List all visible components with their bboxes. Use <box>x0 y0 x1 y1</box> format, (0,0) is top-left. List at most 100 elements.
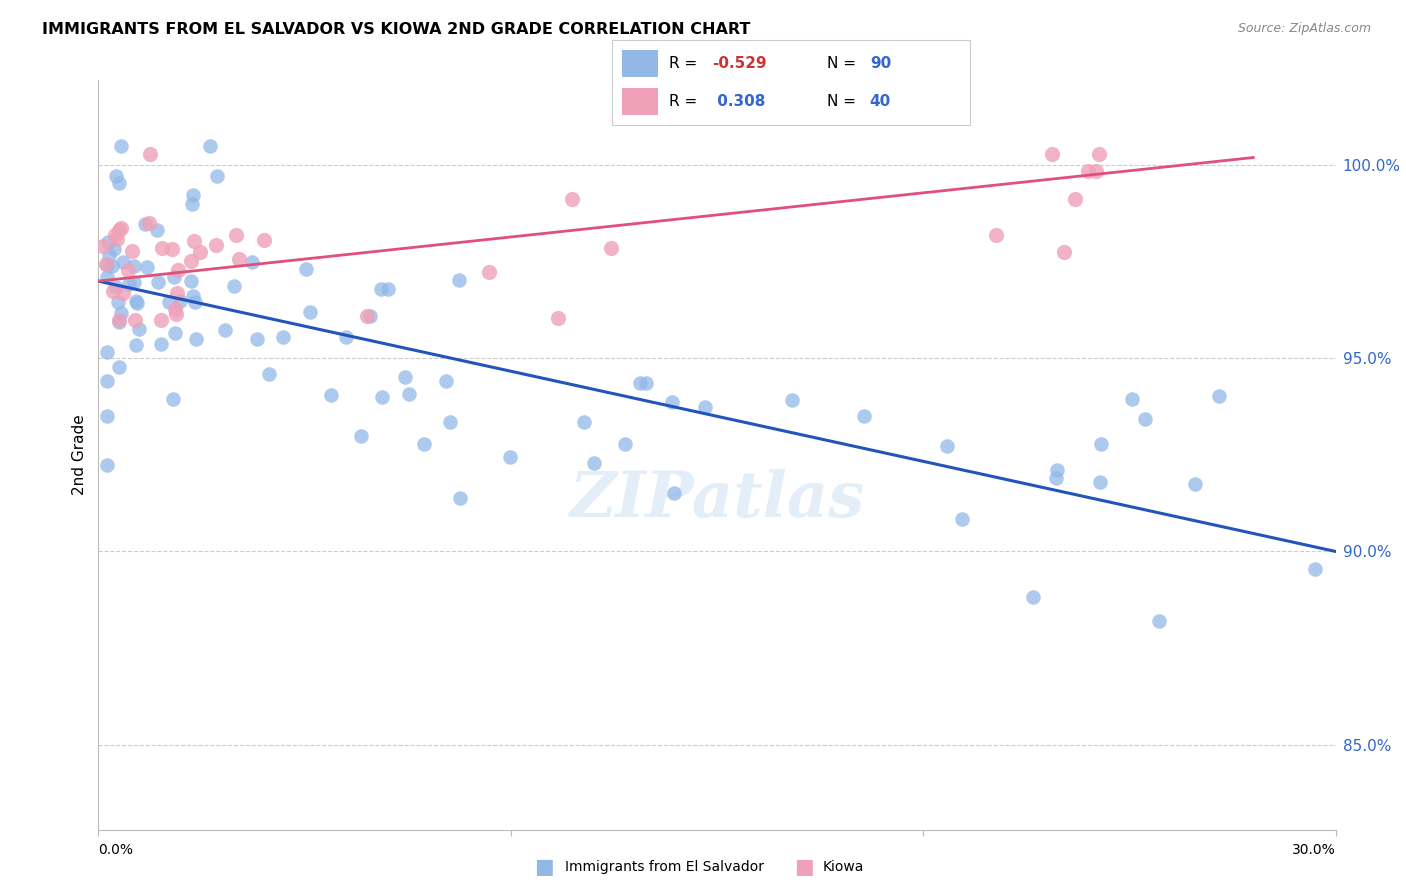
Point <box>97 235 120 250</box>
Point <box>359 310 381 324</box>
Text: 0.0%: 0.0% <box>98 843 134 857</box>
Point <box>439 415 461 429</box>
Point <box>478 265 501 279</box>
Point <box>162 392 184 406</box>
Point <box>447 273 470 287</box>
Point <box>108 315 131 329</box>
Point <box>200 139 222 153</box>
Point <box>101 259 124 273</box>
Point <box>111 286 134 301</box>
Text: 90: 90 <box>870 56 891 71</box>
Point <box>96 258 118 272</box>
Text: ■: ■ <box>534 857 554 877</box>
Point <box>91 238 114 252</box>
Point <box>205 237 228 252</box>
Point <box>145 223 167 237</box>
Point <box>107 294 129 309</box>
Point <box>104 169 127 183</box>
Text: 40: 40 <box>870 94 891 109</box>
Point <box>1064 192 1087 206</box>
Point <box>398 386 420 401</box>
Text: ■: ■ <box>794 857 814 877</box>
Bar <box>623 87 658 115</box>
Point <box>661 394 683 409</box>
Point <box>257 367 280 381</box>
Point <box>394 370 416 384</box>
Point <box>104 280 127 294</box>
Point <box>350 429 373 443</box>
Point <box>1303 562 1326 576</box>
Point <box>125 293 148 308</box>
Point <box>105 232 128 246</box>
Point <box>110 221 132 235</box>
Text: 0.308: 0.308 <box>711 94 765 109</box>
Point <box>128 322 150 336</box>
Point <box>1022 590 1045 604</box>
Point <box>169 294 191 309</box>
Point <box>614 436 637 450</box>
Text: ZIPatlas: ZIPatlas <box>569 469 865 531</box>
Point <box>1085 164 1108 178</box>
Text: N =: N = <box>827 56 860 71</box>
Point <box>181 197 204 211</box>
Point <box>599 241 621 255</box>
Point <box>695 400 717 414</box>
Point <box>108 223 131 237</box>
Point <box>148 275 170 289</box>
Point <box>96 344 118 359</box>
Point <box>103 242 125 256</box>
Point <box>1208 389 1230 403</box>
Text: IMMIGRANTS FROM EL SALVADOR VS KIOWA 2ND GRADE CORRELATION CHART: IMMIGRANTS FROM EL SALVADOR VS KIOWA 2ND… <box>42 22 751 37</box>
Point <box>110 306 132 320</box>
Point <box>1046 463 1069 477</box>
Point <box>1090 436 1112 450</box>
Point <box>165 307 187 321</box>
Point <box>561 192 583 206</box>
Point <box>299 304 322 318</box>
Text: 30.0%: 30.0% <box>1292 843 1336 857</box>
Point <box>110 139 132 153</box>
Point <box>664 486 686 500</box>
Point <box>377 282 399 296</box>
Text: R =: R = <box>669 94 702 109</box>
Point <box>984 227 1007 242</box>
Point <box>1045 470 1067 484</box>
Point <box>101 284 124 298</box>
Point <box>96 458 118 472</box>
Point <box>434 374 457 388</box>
Point <box>117 263 139 277</box>
Point <box>356 310 378 324</box>
Point <box>449 491 471 506</box>
Point <box>583 456 606 470</box>
Point <box>1121 392 1143 406</box>
Point <box>121 244 143 259</box>
Point <box>207 169 229 183</box>
Point <box>294 262 316 277</box>
Point <box>125 296 148 310</box>
Point <box>162 243 184 257</box>
Point <box>103 228 125 243</box>
Point <box>1077 164 1099 178</box>
Point <box>184 332 207 346</box>
Text: Source: ZipAtlas.com: Source: ZipAtlas.com <box>1237 22 1371 36</box>
Point <box>225 227 247 242</box>
Point <box>165 301 187 316</box>
Point <box>370 281 392 295</box>
Point <box>134 217 156 231</box>
Text: Kiowa: Kiowa <box>823 860 863 874</box>
Point <box>149 312 172 326</box>
Point <box>1135 412 1157 426</box>
Point <box>150 336 173 351</box>
Point <box>574 415 596 429</box>
Point <box>118 277 141 291</box>
Point <box>108 176 131 190</box>
Point <box>139 146 162 161</box>
Point <box>167 263 190 277</box>
Point <box>180 274 202 288</box>
Point <box>224 278 246 293</box>
Point <box>271 329 294 343</box>
Point <box>1053 245 1076 260</box>
Point <box>628 376 651 391</box>
Point <box>413 437 436 451</box>
Point <box>246 332 269 346</box>
